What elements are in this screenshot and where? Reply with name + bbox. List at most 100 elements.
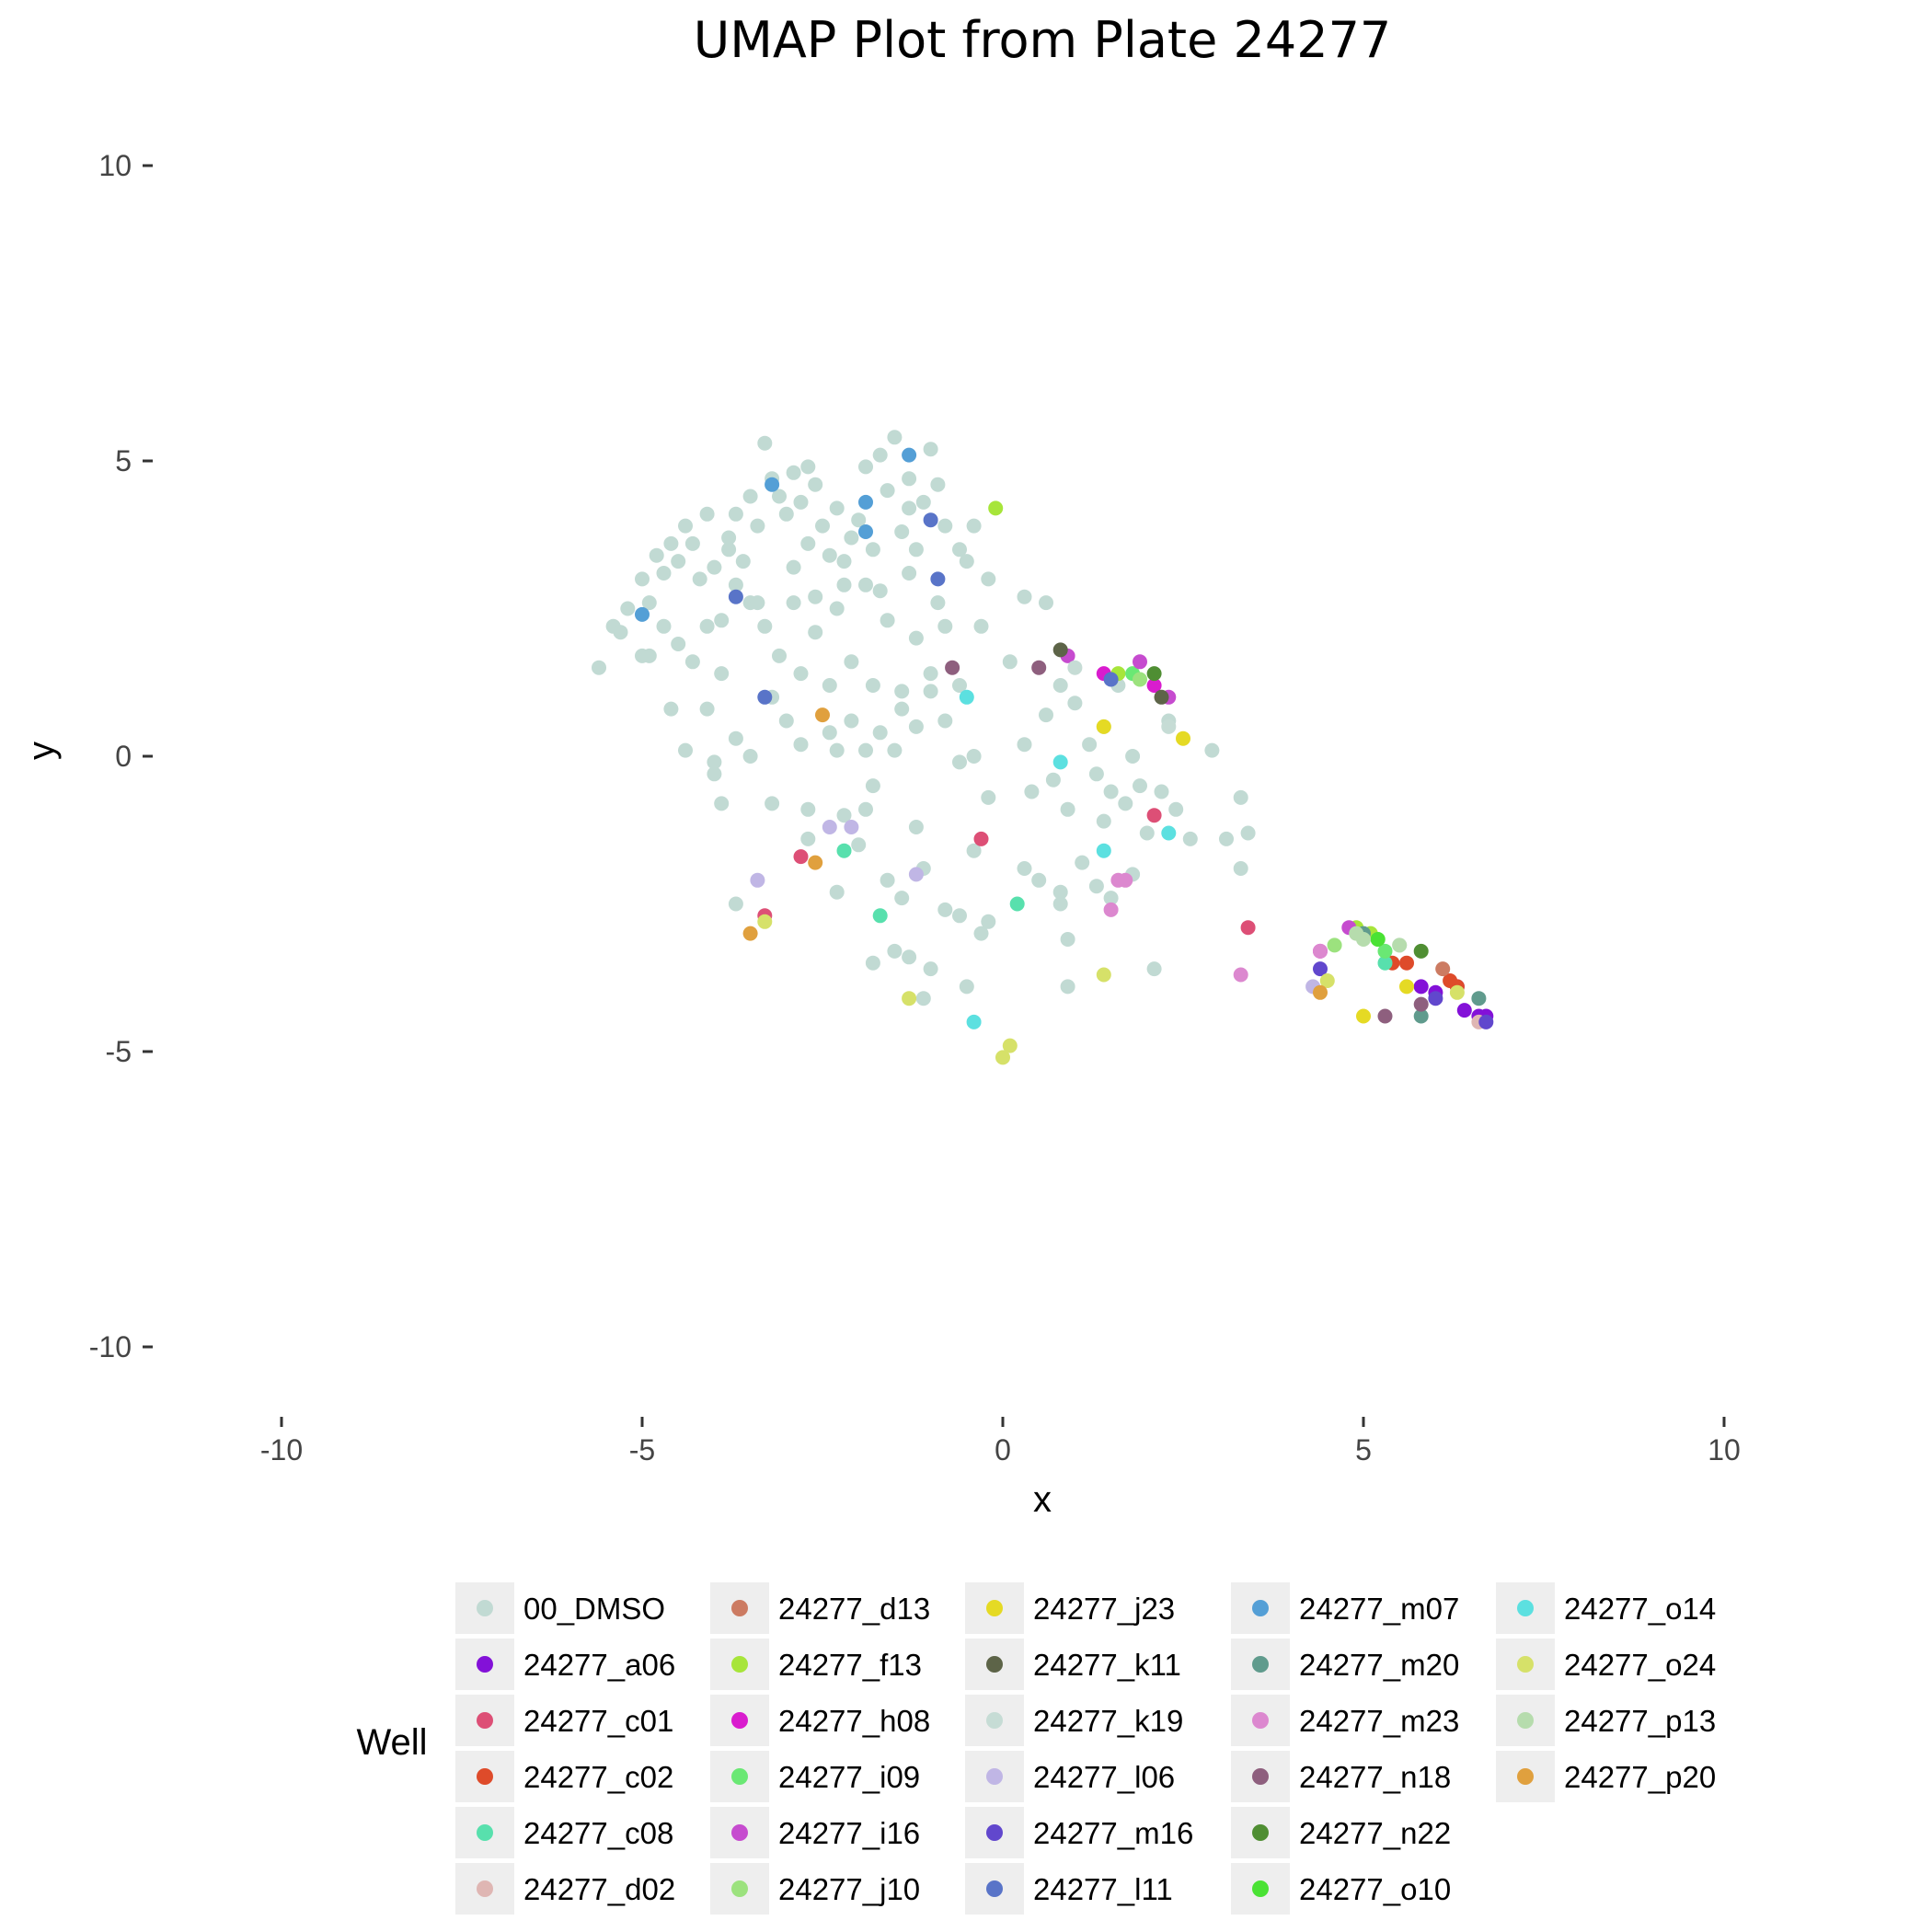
data-point <box>880 872 895 888</box>
data-point <box>1133 672 1147 687</box>
data-point <box>671 554 686 569</box>
data-point <box>772 489 787 504</box>
legend-label: 24277_m20 <box>1299 1648 1459 1682</box>
series-24277_n22 <box>1146 666 1429 959</box>
legend-item: 24277_l06 <box>965 1751 1175 1802</box>
legend-label: 24277_f13 <box>778 1648 922 1682</box>
series-24277_c08 <box>836 843 1393 971</box>
data-point <box>815 518 830 534</box>
legend-swatch <box>986 1656 1003 1673</box>
data-point <box>1146 678 1162 693</box>
data-point <box>973 831 989 846</box>
data-point <box>1045 772 1061 788</box>
data-point <box>671 637 686 651</box>
data-point <box>945 660 960 675</box>
data-point <box>981 571 996 587</box>
data-point <box>714 796 730 811</box>
data-point <box>902 991 917 1006</box>
series-24277_n18 <box>945 660 1429 1024</box>
legend-swatch <box>1517 1768 1534 1785</box>
legend-label: 24277_c08 <box>523 1816 673 1850</box>
legend-label: 24277_k19 <box>1033 1704 1183 1738</box>
series-24277_k19 <box>1067 660 1408 953</box>
data-point <box>844 530 859 546</box>
data-point <box>872 725 888 741</box>
data-point <box>1103 784 1119 799</box>
data-point <box>865 678 880 693</box>
series-24277_m07 <box>635 447 917 622</box>
legend-label: 24277_o24 <box>1564 1648 1716 1682</box>
data-point <box>865 955 880 971</box>
legend-item: 24277_j10 <box>710 1863 920 1915</box>
data-point <box>1456 1003 1472 1018</box>
series-24277_p13 <box>1349 926 1408 953</box>
data-point <box>858 459 873 475</box>
data-point <box>1413 979 1429 995</box>
data-point <box>822 820 837 834</box>
data-point <box>937 618 953 634</box>
legend-swatch <box>1517 1712 1534 1729</box>
legend-label: 00_DMSO <box>523 1592 665 1626</box>
data-point <box>728 589 743 604</box>
data-point <box>959 979 974 995</box>
x-axis: -10 -5 0 5 10 <box>260 1417 1741 1466</box>
data-point <box>728 730 743 746</box>
legend-item: 24277_j23 <box>965 1582 1175 1634</box>
data-point <box>1096 967 1111 983</box>
series-24277_o14 <box>959 689 1177 1029</box>
data-point <box>750 872 765 888</box>
data-point <box>836 577 852 592</box>
data-point <box>613 625 628 640</box>
legend-swatch <box>1252 1600 1269 1616</box>
data-point <box>930 571 946 587</box>
legend-item: 24277_p13 <box>1496 1695 1716 1746</box>
data-point <box>937 713 953 729</box>
data-point <box>808 589 823 604</box>
data-point <box>678 742 693 758</box>
data-point <box>1103 891 1119 906</box>
legend-label: 24277_l06 <box>1033 1760 1175 1794</box>
data-point <box>1052 642 1068 658</box>
data-point <box>742 489 758 504</box>
data-point <box>915 991 931 1006</box>
data-point <box>1075 855 1090 870</box>
data-point <box>908 820 924 834</box>
data-point <box>887 742 903 758</box>
legend: Well 00_DMSO 24277_a06 24277_c01 24277_c02 2… <box>356 1582 1716 1915</box>
data-point <box>1449 984 1465 1000</box>
legend-item: 24277_o10 <box>1231 1863 1451 1915</box>
data-point <box>1103 902 1119 917</box>
data-point <box>822 547 837 563</box>
y-tick-label: 10 <box>98 149 132 182</box>
data-point <box>786 595 801 611</box>
y-tick-label: -10 <box>89 1330 132 1363</box>
data-point <box>952 754 967 770</box>
legend-swatch <box>1252 1656 1269 1673</box>
legend-item: 24277_c08 <box>455 1807 673 1858</box>
x-tick-label: -5 <box>629 1433 655 1466</box>
legend-swatch <box>731 1768 748 1785</box>
data-point <box>894 684 910 699</box>
legend-swatch <box>986 1768 1003 1785</box>
data-point <box>750 518 765 534</box>
data-point <box>1103 672 1119 687</box>
data-point <box>757 435 773 451</box>
data-point <box>908 630 924 646</box>
data-point <box>995 1050 1010 1065</box>
data-point <box>1392 937 1408 953</box>
series-24277_l11 <box>728 512 1119 705</box>
data-point <box>742 926 758 941</box>
series-24277_i09 <box>1125 666 1393 959</box>
data-point <box>966 843 982 858</box>
data-point <box>1313 961 1328 977</box>
data-point <box>1031 660 1047 675</box>
legend-swatch <box>1252 1824 1269 1841</box>
data-point <box>923 961 938 977</box>
data-point <box>1060 932 1075 947</box>
data-point <box>728 896 743 912</box>
data-point <box>735 554 751 569</box>
data-point <box>1478 1014 1494 1029</box>
data-point <box>966 749 982 764</box>
legend-item: 24277_f13 <box>710 1639 922 1690</box>
data-point <box>1125 749 1141 764</box>
